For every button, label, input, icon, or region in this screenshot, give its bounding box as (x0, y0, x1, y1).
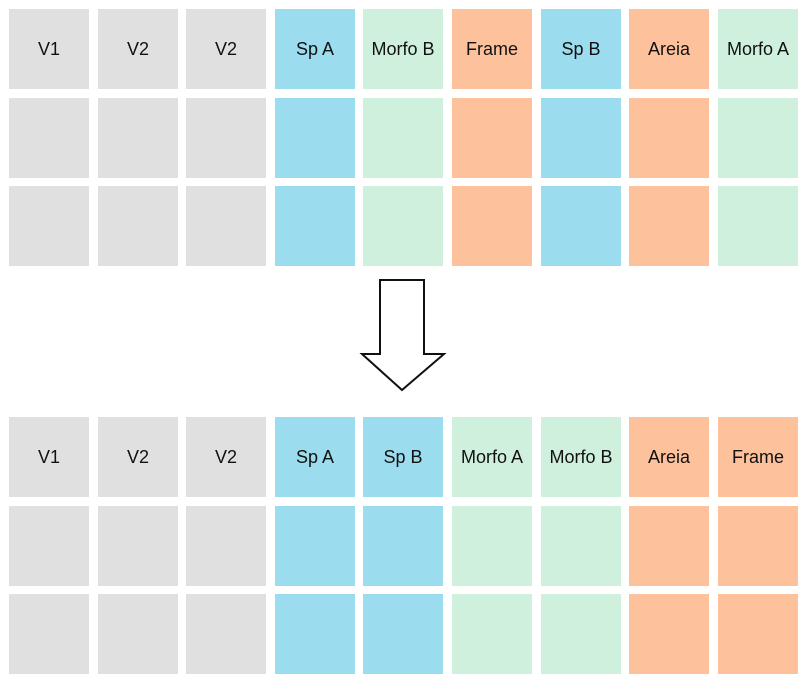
after-data-cell (452, 594, 532, 674)
after-header-label: V2 (126, 446, 150, 467)
before-header-label: V1 (37, 38, 61, 59)
before-grid: V1 V2 V2 Sp A Morfo B Frame Sp B Areia Morfo A (0, 0, 806, 266)
before-header-label: Sp B (561, 38, 601, 59)
before-header-label: Frame (465, 38, 518, 59)
before-data-cell (9, 98, 89, 178)
after-header-label: Morfo A (460, 446, 524, 467)
before-header-label: Morfo A (726, 38, 790, 59)
before-header-cell: Sp A (275, 9, 355, 89)
after-header-cell: Areia (629, 417, 709, 497)
before-header-label: V2 (214, 38, 238, 59)
after-data-cell (629, 594, 709, 674)
before-header-cell: V2 (98, 9, 178, 89)
after-header-cell: Sp A (275, 417, 355, 497)
after-header-label: Sp B (383, 446, 423, 467)
before-data-cell (9, 186, 89, 266)
before-header-label: Morfo B (371, 38, 435, 59)
after-header-cell: Morfo B (541, 417, 621, 497)
down-arrow-icon (359, 279, 447, 392)
before-data-cell (275, 186, 355, 266)
after-grid: V1 V2 V2 Sp A Sp B Morfo A Morfo B Areia Frame (0, 408, 806, 674)
before-data-cell (186, 98, 266, 178)
before-header-label: Areia (647, 38, 691, 59)
before-header-label: Sp A (295, 38, 335, 59)
after-data-cell (629, 506, 709, 586)
after-header-label: V1 (37, 446, 61, 467)
before-header-cell: Morfo B (363, 9, 443, 89)
before-data-cell (452, 186, 532, 266)
after-header-cell: Sp B (363, 417, 443, 497)
after-header-cell: V2 (98, 417, 178, 497)
after-header-cell: Morfo A (452, 417, 532, 497)
after-data-cell (541, 594, 621, 674)
after-header-cell: V1 (9, 417, 89, 497)
before-header-cell: Frame (452, 9, 532, 89)
before-data-cell (629, 98, 709, 178)
before-header-label: V2 (126, 38, 150, 59)
before-data-cell (541, 186, 621, 266)
after-data-cell (9, 594, 89, 674)
after-data-cell (9, 506, 89, 586)
after-data-cell (186, 506, 266, 586)
after-header-label: Frame (731, 446, 784, 467)
before-data-cell (186, 186, 266, 266)
before-data-cell (718, 98, 798, 178)
after-data-cell (452, 506, 532, 586)
after-header-cell: V2 (186, 417, 266, 497)
after-data-cell (718, 594, 798, 674)
before-header-cell: V1 (9, 9, 89, 89)
after-header-label: V2 (214, 446, 238, 467)
before-data-cell (363, 98, 443, 178)
before-data-cell (541, 98, 621, 178)
before-data-cell (363, 186, 443, 266)
before-data-cell (629, 186, 709, 266)
after-header-label: Morfo B (549, 446, 613, 467)
after-data-cell (275, 506, 355, 586)
after-header-label: Areia (647, 446, 691, 467)
before-header-cell: Areia (629, 9, 709, 89)
after-data-cell (186, 594, 266, 674)
after-data-cell (718, 506, 798, 586)
after-data-cell (363, 506, 443, 586)
before-data-cell (275, 98, 355, 178)
before-data-cell (452, 98, 532, 178)
before-data-cell (98, 186, 178, 266)
after-data-cell (275, 594, 355, 674)
after-data-cell (363, 594, 443, 674)
after-data-cell (98, 594, 178, 674)
before-header-cell: Sp B (541, 9, 621, 89)
before-header-cell: Morfo A (718, 9, 798, 89)
after-header-label: Sp A (295, 446, 335, 467)
before-data-cell (98, 98, 178, 178)
before-header-cell: V2 (186, 9, 266, 89)
before-data-cell (718, 186, 798, 266)
after-header-cell: Frame (718, 417, 798, 497)
after-data-cell (98, 506, 178, 586)
after-data-cell (541, 506, 621, 586)
